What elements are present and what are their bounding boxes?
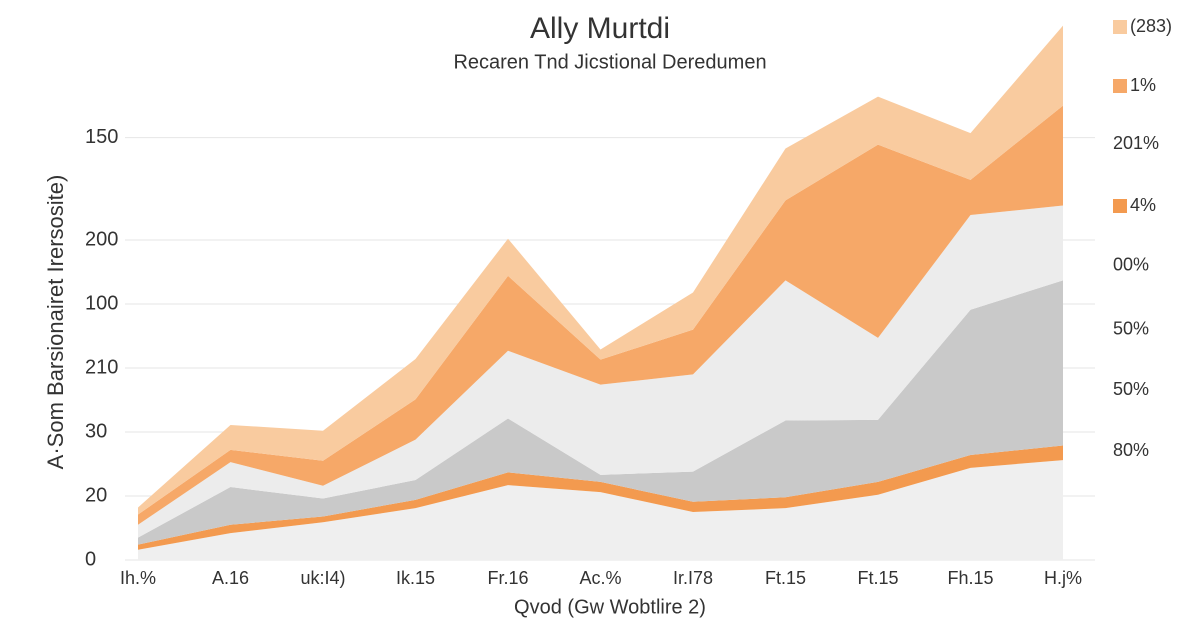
x-tick-label: Ac.%	[579, 568, 621, 588]
x-tick-label: Ih.%	[120, 568, 156, 588]
y-tick-label: 210	[85, 356, 118, 378]
x-tick-label: Ik.15	[396, 568, 435, 588]
x-tick-label: A.16	[212, 568, 249, 588]
legend-swatch	[1113, 199, 1127, 213]
x-tick-label: Ir.I78	[673, 568, 713, 588]
chart-title: Ally Murtdi	[530, 12, 670, 45]
y2-tick-label: 00%	[1113, 254, 1149, 274]
chart-subtitle: Recaren Tnd Jicstional Deredumen	[453, 51, 766, 73]
legend-swatch	[1113, 79, 1127, 93]
area	[138, 445, 1063, 550]
x-tick-label: Ft.15	[765, 568, 806, 588]
area	[138, 25, 1063, 515]
x-axis-label: Qvod (Gw Wobtlire 2)	[514, 596, 706, 618]
y2-tick-label: 50%	[1113, 318, 1149, 338]
y-tick-label: 20	[85, 484, 107, 506]
y-tick-label: 150	[85, 126, 118, 148]
y2-tick-label: 80%	[1113, 440, 1149, 460]
legend-label: 1%	[1130, 75, 1156, 95]
area	[138, 105, 1063, 525]
area	[138, 205, 1063, 538]
y-axis-label: A·Som Barsionairet Irersosite)	[43, 175, 68, 470]
y-tick-label: 30	[85, 420, 107, 442]
x-tick-label: Fr.16	[487, 568, 528, 588]
x-tick-label: uk:I4)	[300, 568, 345, 588]
legend-label: (283)	[1130, 16, 1172, 36]
x-tick-label: H.j%	[1044, 568, 1082, 588]
area	[138, 460, 1063, 560]
y-tick-label: 0	[85, 548, 96, 570]
y2-tick-label: 201%	[1113, 133, 1159, 153]
y-tick-label: 100	[85, 292, 118, 314]
legend-label: 4%	[1130, 195, 1156, 215]
x-tick-label: Fh.15	[947, 568, 993, 588]
y-tick-label: 200	[85, 228, 118, 250]
area	[138, 280, 1063, 545]
y2-tick-label: 50%	[1113, 379, 1149, 399]
x-tick-label: Ft.15	[857, 568, 898, 588]
legend-swatch	[1113, 20, 1127, 34]
